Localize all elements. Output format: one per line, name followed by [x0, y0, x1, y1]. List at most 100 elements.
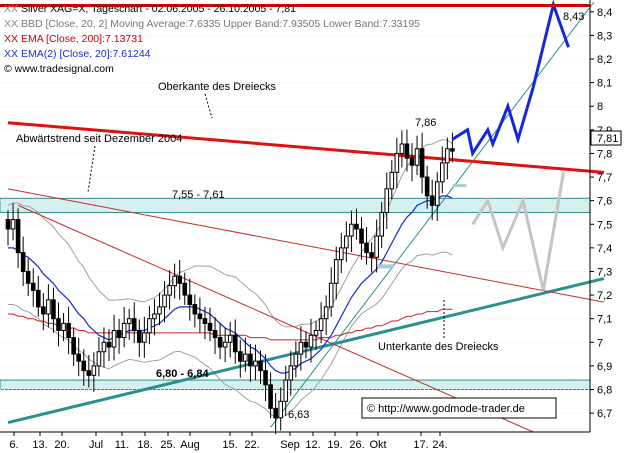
marker-bar — [452, 184, 467, 188]
upper-triangle-line — [7, 121, 605, 174]
candle-body — [177, 275, 182, 284]
y-tick-label: 6,9 — [597, 361, 612, 373]
upper-triangle-leader — [204, 93, 213, 119]
candle-body — [46, 299, 51, 315]
candle-body — [440, 162, 445, 183]
candle-body — [333, 259, 339, 284]
candle-body — [41, 306, 46, 315]
candle-body — [253, 360, 258, 367]
legend-source-row: © www.tradesignal.com — [4, 62, 420, 77]
x-tick-label: 17. — [413, 439, 428, 451]
candle-body — [25, 270, 31, 284]
candle-body — [36, 289, 41, 308]
candle-body — [222, 341, 228, 348]
y-tick-label: 7,2 — [597, 290, 612, 302]
upper-triangle-label: Oberkante des Dreiecks — [158, 81, 276, 93]
candle-body — [258, 360, 263, 372]
candle-body — [197, 313, 203, 320]
y-tick-label: 7,7 — [597, 172, 612, 184]
candle-body — [434, 181, 440, 206]
candle-body — [298, 341, 304, 355]
candle-body — [238, 351, 243, 362]
candle-body — [121, 322, 127, 339]
x-tick-label: Aug — [180, 439, 200, 451]
bearish-projection — [471, 172, 565, 291]
candle-body — [313, 329, 319, 336]
candle-body — [283, 379, 289, 402]
legend-swatch: XX — [4, 33, 19, 45]
chart-legend: XX Silver XAG=X, Tageschart - 02.06.2005… — [4, 2, 420, 77]
candle-body — [30, 282, 36, 291]
candle-body — [354, 223, 359, 230]
legend-source: © www.tradesignal.com — [4, 63, 114, 75]
bollinger-lower — [7, 251, 453, 418]
marker-bar — [377, 264, 394, 269]
top-right-value: 8,43 — [563, 11, 584, 23]
candle-body — [5, 219, 11, 230]
x-tick-label: 25. — [160, 439, 175, 451]
candle-body — [303, 341, 309, 348]
candle-body — [142, 332, 147, 343]
candle-body — [61, 322, 66, 331]
candle-body — [157, 306, 162, 315]
candle-body — [137, 329, 142, 343]
candle-body — [207, 322, 213, 331]
x-tick-label: 26. — [349, 439, 364, 451]
legend-swatch: XX — [4, 3, 19, 15]
x-tick-label: 13. — [32, 439, 47, 451]
x-tick-label: 18. — [137, 439, 152, 451]
candle-body — [273, 407, 278, 419]
legend-ema200-row: XX EMA [Close, 200]:7.13731 — [4, 32, 420, 47]
candle-body — [182, 282, 188, 296]
high-label: 7,86 — [415, 117, 436, 129]
candle-body — [404, 143, 410, 159]
candle-body — [308, 334, 314, 348]
candle-body — [384, 188, 390, 213]
candle-body — [323, 306, 329, 320]
y-tick-label: 7,5 — [597, 219, 612, 231]
candle-body — [131, 318, 137, 331]
candle-body — [187, 294, 193, 306]
candle-body — [278, 400, 283, 419]
legend-ema20: EMA(2) [Close, 20]:7.61244 — [20, 48, 151, 60]
y-tick-label: 8 — [597, 101, 603, 113]
candle-body — [71, 337, 76, 355]
candle-body — [126, 318, 132, 324]
x-tick-label: 12. — [305, 439, 320, 451]
candle-body — [10, 219, 16, 230]
candle-body — [51, 299, 56, 320]
last-price-label: 7,81 — [597, 133, 618, 145]
x-tick-label: 22. — [244, 439, 259, 451]
last-price-marker: 7,81 — [590, 130, 622, 146]
candle-body — [263, 370, 268, 386]
candle-body — [248, 353, 253, 367]
x-tick-label: 6. — [9, 439, 18, 451]
candle-body — [328, 282, 334, 308]
legend-swatch: XX — [4, 18, 19, 30]
candle-body — [66, 322, 71, 339]
y-tick-label: 6,8 — [597, 385, 612, 397]
candle-body — [414, 148, 420, 166]
y-tick-label: 7,8 — [597, 148, 612, 160]
candle-body — [268, 384, 273, 409]
candle-body — [227, 334, 233, 343]
candle-body — [379, 211, 384, 237]
candle-body — [81, 360, 87, 372]
candle-body — [91, 365, 97, 376]
copyright-text: © http://www.godmode-trader.de — [367, 403, 525, 415]
zone-upper-label: 7,55 - 7,61 — [172, 189, 225, 201]
candle-body — [111, 329, 117, 348]
candle-body — [162, 294, 167, 308]
candle-body — [424, 176, 430, 197]
candle-body — [339, 247, 344, 261]
candle-body — [116, 329, 122, 339]
candle-body — [217, 337, 223, 348]
x-tick-label: Okt — [369, 439, 386, 451]
x-tick-label: 20. — [54, 439, 69, 451]
candle-body — [359, 228, 364, 244]
candle-body — [56, 318, 61, 331]
candle-body — [394, 152, 400, 173]
candle-body — [172, 275, 177, 287]
candle-body — [212, 329, 218, 339]
legend-title: Silver XAG=X, Tageschart - 02.06.2005 - … — [20, 3, 296, 15]
